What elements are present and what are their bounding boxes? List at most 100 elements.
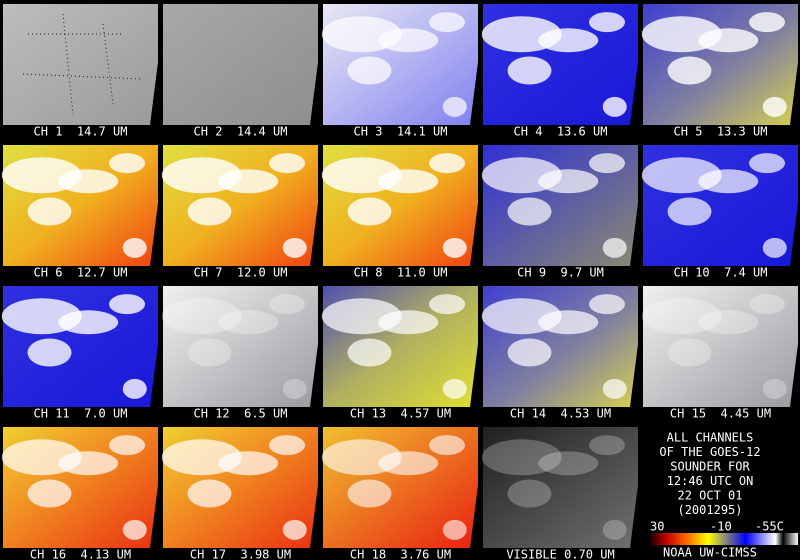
cloud	[538, 310, 599, 335]
cloud	[442, 237, 467, 258]
cloud	[762, 237, 787, 258]
cloud	[667, 338, 712, 367]
cloud	[187, 197, 232, 226]
satellite-image	[163, 4, 318, 125]
cloud	[749, 294, 785, 315]
cloud	[58, 169, 119, 194]
cloud	[442, 519, 467, 540]
cloud	[109, 153, 145, 174]
cloud	[507, 479, 552, 508]
cloud	[378, 310, 439, 335]
cloud	[762, 96, 787, 117]
cloud	[347, 338, 392, 367]
cloud	[122, 237, 147, 258]
cloud	[347, 56, 392, 85]
cloud	[218, 310, 279, 335]
cloud	[429, 153, 465, 174]
cloud	[109, 294, 145, 315]
cloud	[667, 197, 712, 226]
cloud	[589, 12, 625, 33]
cloud	[378, 169, 439, 194]
cloud	[538, 169, 599, 194]
legend-line: 12:46 UTC ON	[667, 474, 754, 488]
satellite-image	[643, 286, 798, 407]
cloud	[602, 519, 627, 540]
panel-label: CH 15 4.45 UM	[670, 407, 771, 421]
cloud	[187, 338, 232, 367]
cloud	[27, 338, 72, 367]
panel-label: CH 8 11.0 UM	[354, 266, 448, 280]
cloud	[602, 378, 627, 399]
cloud	[218, 169, 279, 194]
state-border	[22, 73, 144, 80]
panel-label: CH 17 3.98 UM	[190, 548, 291, 560]
cloud	[442, 96, 467, 117]
cloud	[442, 378, 467, 399]
cloud	[269, 435, 305, 456]
state-border	[102, 23, 114, 105]
panel-label: CH 9 9.7 UM	[517, 266, 604, 280]
cloud	[538, 451, 599, 476]
satellite-image	[483, 427, 638, 548]
panel-label: CH 1 14.7 UM	[34, 125, 128, 139]
cloud	[589, 435, 625, 456]
legend-line: ALL CHANNELS	[667, 431, 754, 445]
cloud	[429, 294, 465, 315]
cloud	[602, 237, 627, 258]
cloud	[27, 479, 72, 508]
cloud	[507, 197, 552, 226]
cloud	[58, 451, 119, 476]
cloud	[698, 169, 759, 194]
cloud	[109, 435, 145, 456]
cloud	[589, 153, 625, 174]
cloud	[58, 310, 119, 335]
panel-label: CH 3 14.1 UM	[354, 125, 448, 139]
panel-label: CH 2 14.4 UM	[194, 125, 288, 139]
panel-label: CH 18 3.76 UM	[350, 548, 451, 560]
cloud	[282, 378, 307, 399]
panel-label: CH 13 4.57 UM	[350, 407, 451, 421]
cloud	[538, 28, 599, 53]
cloud	[347, 479, 392, 508]
cloud	[507, 338, 552, 367]
cloud	[429, 12, 465, 33]
cloud	[641, 298, 722, 335]
cloud	[507, 56, 552, 85]
cloud	[218, 451, 279, 476]
panel-label: CH 14 4.53 UM	[510, 407, 611, 421]
color-bar	[648, 533, 798, 545]
scale-label: 30	[650, 520, 664, 534]
panel-label: CH 5 13.3 UM	[674, 125, 768, 139]
cloud	[347, 197, 392, 226]
cloud	[762, 378, 787, 399]
satellite-image	[3, 4, 158, 125]
cloud	[122, 378, 147, 399]
cloud	[589, 294, 625, 315]
cloud	[161, 298, 242, 335]
cloud	[749, 153, 785, 174]
panel-label: CH 7 12.0 UM	[194, 266, 288, 280]
panel-label: CH 10 7.4 UM	[674, 266, 768, 280]
cloud	[698, 310, 759, 335]
panel-label: CH 6 12.7 UM	[34, 266, 128, 280]
cloud	[269, 153, 305, 174]
cloud	[378, 28, 439, 53]
panel-label: CH 16 4.13 UM	[30, 548, 131, 560]
credit: NOAA UW-CIMSS	[663, 546, 757, 560]
legend-line: 22 OCT 01	[677, 489, 742, 503]
scale-label: -10	[710, 520, 732, 534]
state-border	[62, 13, 74, 115]
cloud	[667, 56, 712, 85]
cloud	[378, 451, 439, 476]
legend-line: SOUNDER FOR	[670, 460, 750, 474]
panel-label: CH 4 13.6 UM	[514, 125, 608, 139]
legend-line: OF THE GOES-12	[659, 445, 760, 459]
cloud	[481, 439, 562, 476]
scale-label: -55C	[755, 520, 784, 534]
cloud	[429, 435, 465, 456]
cloud	[282, 237, 307, 258]
panel-label: CH 11 7.0 UM	[34, 407, 128, 421]
legend-line: (2001295)	[677, 503, 742, 517]
cloud	[187, 479, 232, 508]
